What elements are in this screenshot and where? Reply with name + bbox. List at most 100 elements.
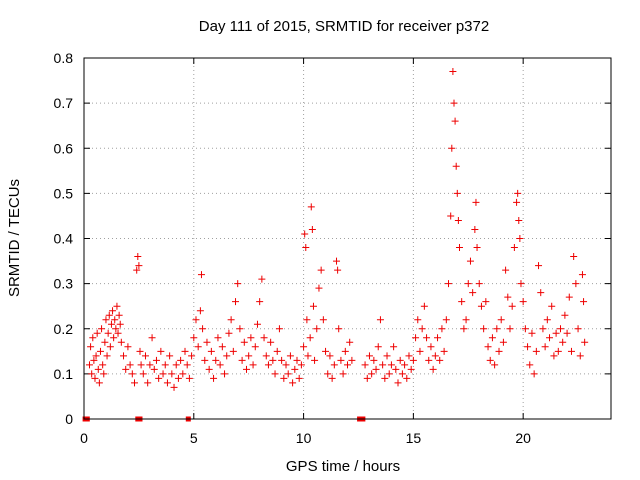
data-point: [291, 365, 299, 373]
data-point: [207, 347, 215, 355]
data-point: [225, 329, 233, 337]
data-point: [179, 370, 187, 378]
data-point: [438, 325, 446, 333]
data-point: [94, 365, 102, 373]
data-point: [201, 356, 209, 364]
data-point: [324, 370, 332, 378]
data-point: [155, 374, 163, 382]
data-point: [513, 198, 521, 206]
data-point: [115, 311, 123, 319]
data-point: [139, 370, 147, 378]
data-point: [317, 266, 325, 274]
data-point: [90, 356, 98, 364]
data-point: [495, 347, 503, 355]
data-point: [376, 316, 384, 324]
data-point: [307, 203, 315, 211]
data-point: [574, 325, 582, 333]
data-point: [403, 374, 411, 382]
data-point: [109, 307, 117, 315]
data-point: [381, 374, 389, 382]
data-point: [303, 316, 311, 324]
data-point: [365, 352, 373, 360]
data-point: [543, 316, 551, 324]
x-axis-label: GPS time / hours: [286, 458, 400, 475]
data-point: [295, 374, 303, 382]
data-point: [431, 352, 439, 360]
data-point: [442, 316, 450, 324]
data-point: [450, 99, 458, 107]
data-point: [242, 365, 250, 373]
data-point: [114, 329, 122, 337]
data-point: [122, 365, 130, 373]
data-point: [197, 271, 205, 279]
data-point: [227, 316, 235, 324]
data-point: [256, 298, 264, 306]
data-point: [541, 343, 549, 351]
data-point: [319, 316, 327, 324]
data-point: [563, 329, 571, 337]
data-point: [116, 320, 124, 328]
data-point: [524, 343, 532, 351]
data-point: [335, 325, 343, 333]
data-point: [278, 356, 286, 364]
x-tick-label: 15: [406, 430, 422, 446]
data-point: [236, 325, 244, 333]
data-point: [499, 338, 507, 346]
data-point: [451, 117, 459, 125]
data-point: [85, 361, 93, 369]
data-point: [297, 361, 305, 369]
data-point: [532, 347, 540, 355]
data-point: [120, 352, 128, 360]
data-point: [580, 298, 588, 306]
data-point: [530, 370, 538, 378]
data-point: [361, 361, 369, 369]
data-point: [168, 370, 176, 378]
y-tick-label: 0.2: [54, 321, 74, 337]
data-point: [396, 356, 404, 364]
data-point: [462, 316, 470, 324]
data-point: [192, 316, 200, 324]
data-point: [333, 257, 341, 265]
y-tick-label: 0.4: [54, 231, 74, 247]
data-point: [286, 352, 294, 360]
data-point: [372, 365, 380, 373]
data-point: [473, 244, 481, 252]
data-point: [455, 244, 463, 252]
data-point: [135, 262, 143, 270]
data-point: [273, 347, 281, 355]
data-point: [570, 253, 578, 261]
data-point: [183, 361, 191, 369]
data-point: [348, 356, 356, 364]
data-point: [238, 356, 246, 364]
data-point: [567, 347, 575, 355]
y-tick-label: 0.1: [54, 366, 74, 382]
data-point: [519, 298, 527, 306]
data-point: [152, 356, 160, 364]
y-tick-label: 0.7: [54, 95, 74, 111]
data-point: [141, 352, 149, 360]
data-point: [107, 320, 115, 328]
data-point: [363, 374, 371, 382]
data-point: [448, 144, 456, 152]
data-point: [104, 329, 112, 337]
data-point: [146, 361, 154, 369]
data-point: [521, 325, 529, 333]
data-point: [177, 356, 185, 364]
data-point: [190, 334, 198, 342]
data-point: [172, 361, 180, 369]
data-point: [133, 266, 141, 274]
data-point: [205, 365, 213, 373]
data-point: [394, 379, 402, 387]
data-point: [322, 347, 330, 355]
data-point: [383, 352, 391, 360]
data-point: [271, 370, 279, 378]
data-point: [174, 374, 182, 382]
data-point: [416, 347, 424, 355]
data-point: [392, 365, 400, 373]
data-point: [482, 298, 490, 306]
data-point: [368, 370, 376, 378]
data-point: [300, 343, 308, 351]
data-point: [216, 361, 224, 369]
data-point: [445, 280, 453, 288]
